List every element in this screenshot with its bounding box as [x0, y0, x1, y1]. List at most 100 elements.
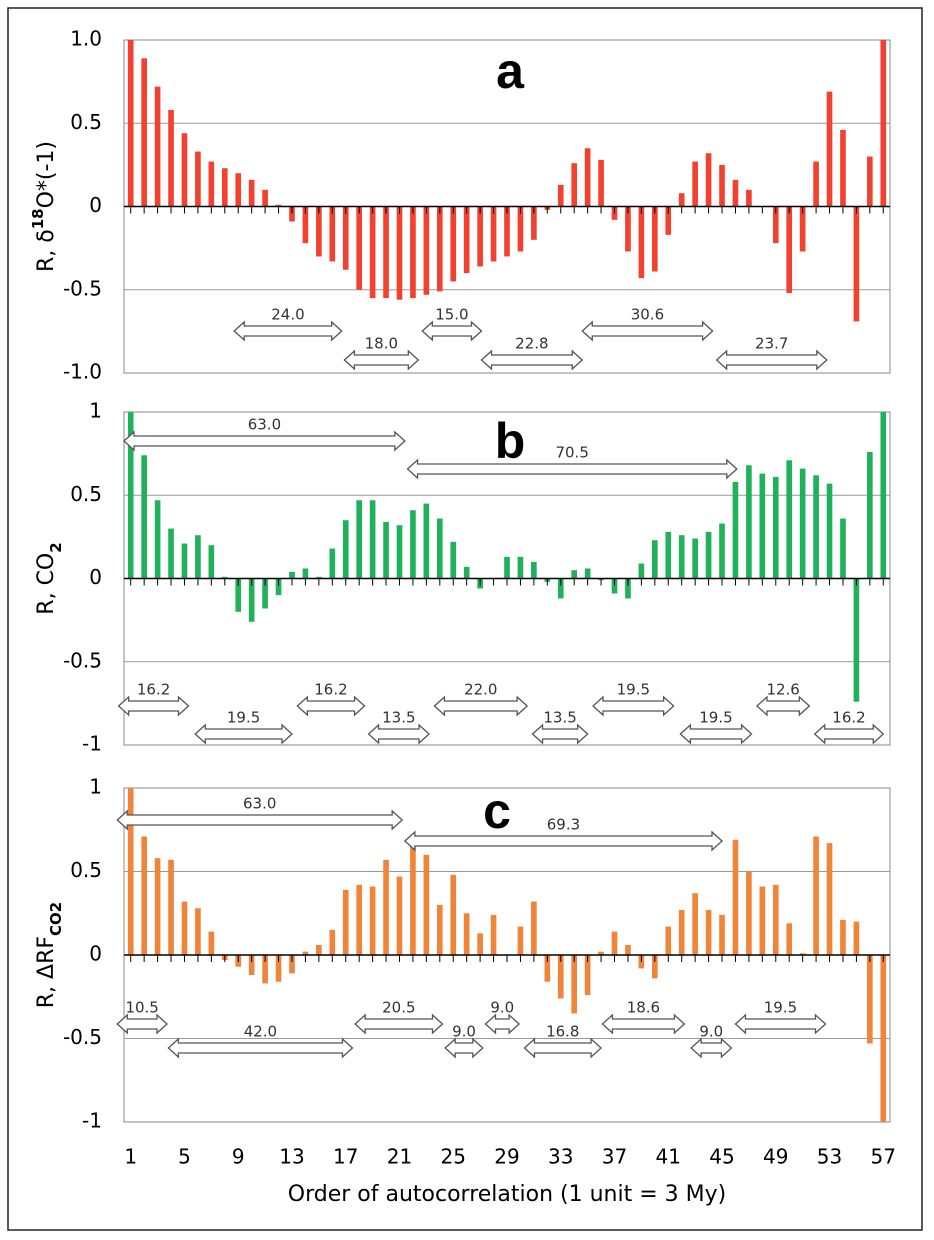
- bar: [168, 109, 174, 207]
- bar: [732, 179, 739, 207]
- bar: [584, 148, 591, 207]
- x-tick-label: 1: [124, 1145, 137, 1169]
- bar: [436, 904, 443, 955]
- bar: [181, 901, 188, 955]
- bar: [490, 914, 497, 955]
- period-arrow: [531, 723, 589, 745]
- bar: [504, 556, 510, 579]
- bar: [504, 206, 510, 257]
- bar: [356, 884, 362, 955]
- bar: [329, 206, 336, 262]
- period-label: 16.8: [546, 1023, 579, 1041]
- period-label: 13.5: [543, 709, 576, 727]
- bar: [289, 955, 295, 974]
- period-label: 16.2: [314, 681, 347, 699]
- y-axis-label-part: R, ΔRF: [34, 936, 59, 1008]
- bar: [410, 846, 416, 955]
- period-label: 63.0: [243, 795, 276, 813]
- period-label: 63.0: [248, 416, 281, 434]
- bar: [531, 206, 537, 240]
- bar: [571, 570, 578, 579]
- bar: [141, 455, 147, 579]
- x-tick-label: 29: [494, 1145, 519, 1169]
- bar: [853, 921, 860, 955]
- bar: [746, 871, 752, 955]
- bar: [127, 40, 134, 207]
- bar: [799, 468, 806, 579]
- period-arrow: [343, 349, 420, 371]
- x-tick-label: 45: [709, 1145, 734, 1169]
- bar: [221, 168, 228, 207]
- bar: [853, 578, 860, 702]
- y-tick-label: 1.0: [70, 27, 102, 51]
- bar: [221, 576, 228, 579]
- bar: [208, 161, 215, 207]
- bar: [786, 460, 793, 579]
- x-tick-label: 25: [441, 1145, 466, 1169]
- period-label: 69.3: [547, 816, 580, 834]
- bar: [867, 451, 873, 579]
- period-arrow: [690, 1037, 733, 1059]
- bar: [342, 520, 349, 579]
- bar: [746, 189, 752, 207]
- period-arrow: [354, 1013, 444, 1035]
- bar: [826, 843, 833, 955]
- bar: [719, 164, 725, 207]
- bar: [168, 528, 174, 579]
- period-label: 9.0: [699, 1023, 723, 1041]
- bar: [396, 876, 403, 955]
- bar: [396, 206, 403, 300]
- x-axis-label: Order of autocorrelation (1 unit = 3 My): [288, 1182, 726, 1207]
- bar: [759, 886, 766, 955]
- period-arrow: [601, 1013, 686, 1035]
- x-tick-label: 49: [763, 1145, 788, 1169]
- bar: [410, 206, 416, 299]
- bar: [436, 206, 443, 292]
- bar: [423, 503, 430, 579]
- bar: [678, 909, 685, 955]
- y-tick-label: -1: [82, 1109, 102, 1133]
- y-axis-label-part: 2: [47, 542, 65, 552]
- bar: [342, 889, 349, 955]
- bar: [665, 206, 672, 235]
- x-tick-label: 21: [387, 1145, 412, 1169]
- period-arrow: [167, 1037, 354, 1059]
- period-arrow: [116, 809, 404, 831]
- bar: [840, 518, 846, 579]
- bar: [262, 189, 268, 207]
- period-label: 22.8: [515, 335, 548, 353]
- bar: [625, 206, 631, 252]
- bar: [235, 578, 242, 612]
- bar: [329, 548, 336, 579]
- bar: [127, 788, 134, 955]
- bar: [383, 206, 389, 299]
- panel-letter: b: [495, 413, 526, 469]
- bar: [813, 475, 819, 579]
- period-label: 42.0: [244, 1023, 277, 1041]
- period-label: 20.5: [382, 999, 415, 1017]
- period-arrow: [123, 430, 406, 452]
- period-arrow: [116, 1013, 168, 1035]
- bar: [692, 538, 698, 579]
- period-label: 13.5: [382, 709, 415, 727]
- bar: [289, 571, 295, 579]
- bar: [477, 933, 483, 955]
- bar: [625, 944, 631, 955]
- y-tick-label: -1: [82, 732, 102, 756]
- bar: [853, 206, 860, 322]
- bar: [692, 893, 698, 955]
- bar: [732, 839, 739, 955]
- bar: [141, 836, 147, 955]
- bar: [302, 568, 309, 579]
- bar: [181, 543, 188, 579]
- y-tick-label: 0: [89, 942, 102, 966]
- bar: [584, 568, 591, 579]
- bar: [692, 161, 698, 207]
- bar: [329, 929, 336, 955]
- bar: [531, 561, 537, 579]
- bar: [248, 955, 255, 976]
- period-label: 12.6: [766, 681, 799, 699]
- x-tick-label: 17: [333, 1145, 358, 1169]
- bar: [248, 578, 255, 622]
